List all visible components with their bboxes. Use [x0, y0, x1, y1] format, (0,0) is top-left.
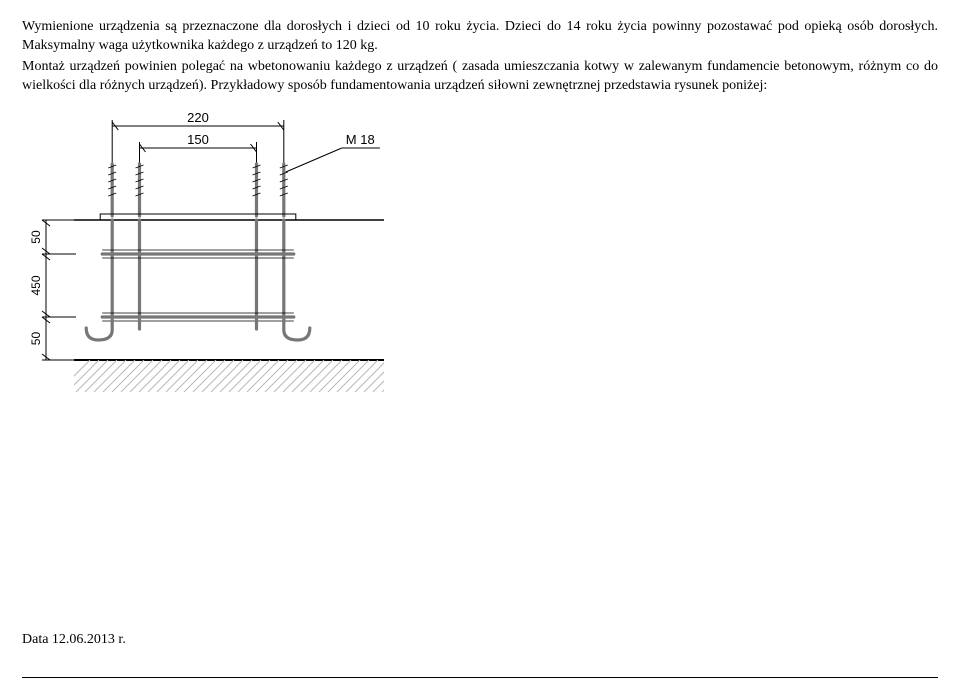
document-date: Data 12.06.2013 r.	[22, 631, 126, 650]
svg-text:M 18: M 18	[346, 132, 375, 147]
svg-text:50: 50	[29, 230, 43, 244]
svg-text:450: 450	[29, 275, 43, 295]
body-text: Wymienione urządzenia są przeznaczone dl…	[22, 18, 938, 96]
svg-text:150: 150	[187, 132, 209, 147]
paragraph-1: Wymienione urządzenia są przeznaczone dl…	[22, 18, 938, 56]
svg-text:220: 220	[187, 110, 209, 125]
footer-rule	[22, 677, 938, 678]
foundation-diagram-svg: 220 150 50 450 50 M 18	[16, 102, 396, 402]
page: Wymienione urządzenia są przeznaczone dl…	[0, 0, 960, 694]
foundation-diagram: 220 150 50 450 50 M 18	[16, 102, 938, 402]
paragraph-2: Montaż urządzeń powinien polegać na wbet…	[22, 58, 938, 96]
svg-text:50: 50	[29, 331, 43, 345]
